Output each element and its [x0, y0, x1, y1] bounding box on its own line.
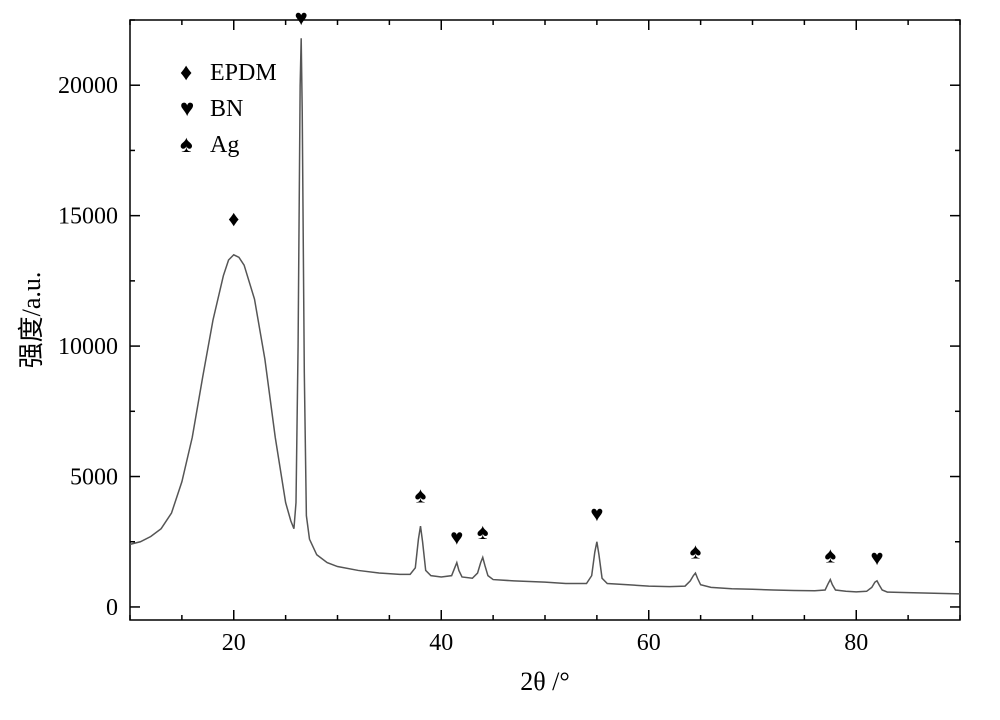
y-tick-label: 5000 — [70, 465, 118, 491]
x-tick-label: 80 — [844, 630, 868, 656]
legend-label: BN — [210, 96, 243, 122]
y-tick-label: 20000 — [58, 73, 118, 99]
peak-marker: ♠ — [690, 539, 702, 564]
legend-label: EPDM — [210, 60, 277, 86]
legend-symbol: ♦ — [180, 60, 192, 86]
peak-marker: ♥ — [590, 501, 603, 526]
plot-frame — [130, 20, 960, 620]
peak-marker: ♠ — [824, 543, 836, 568]
peak-marker: ♥ — [450, 524, 463, 549]
y-tick-label: 10000 — [58, 334, 118, 360]
x-tick-label: 60 — [637, 630, 661, 656]
peak-marker: ♠ — [415, 483, 427, 508]
xrd-chart: 20 40 60 80 0 5000 10000 15000 20000 2θ /° 强度/a.u.… — [0, 0, 1000, 720]
legend-label: Ag — [210, 132, 239, 158]
legend-symbol: ♥ — [180, 96, 194, 122]
x-axis-label: 2θ /° — [520, 667, 570, 696]
y-axis-label: 强度/a.u. — [17, 272, 46, 369]
x-tick-label: 20 — [222, 630, 246, 656]
peak-marker: ♥ — [295, 5, 308, 30]
peak-marker: ♦ — [228, 206, 239, 231]
x-tick-label: 40 — [429, 630, 453, 656]
y-tick-label: 15000 — [58, 204, 118, 230]
legend-symbol: ♠ — [180, 132, 193, 158]
chart-svg: 20 40 60 80 0 5000 10000 15000 20000 2θ /° 强度/a.u.… — [0, 0, 1000, 720]
xrd-data-line — [130, 38, 960, 594]
y-tick-label: 0 — [106, 595, 118, 621]
peak-marker: ♥ — [870, 545, 883, 570]
peak-marker: ♠ — [477, 519, 489, 544]
